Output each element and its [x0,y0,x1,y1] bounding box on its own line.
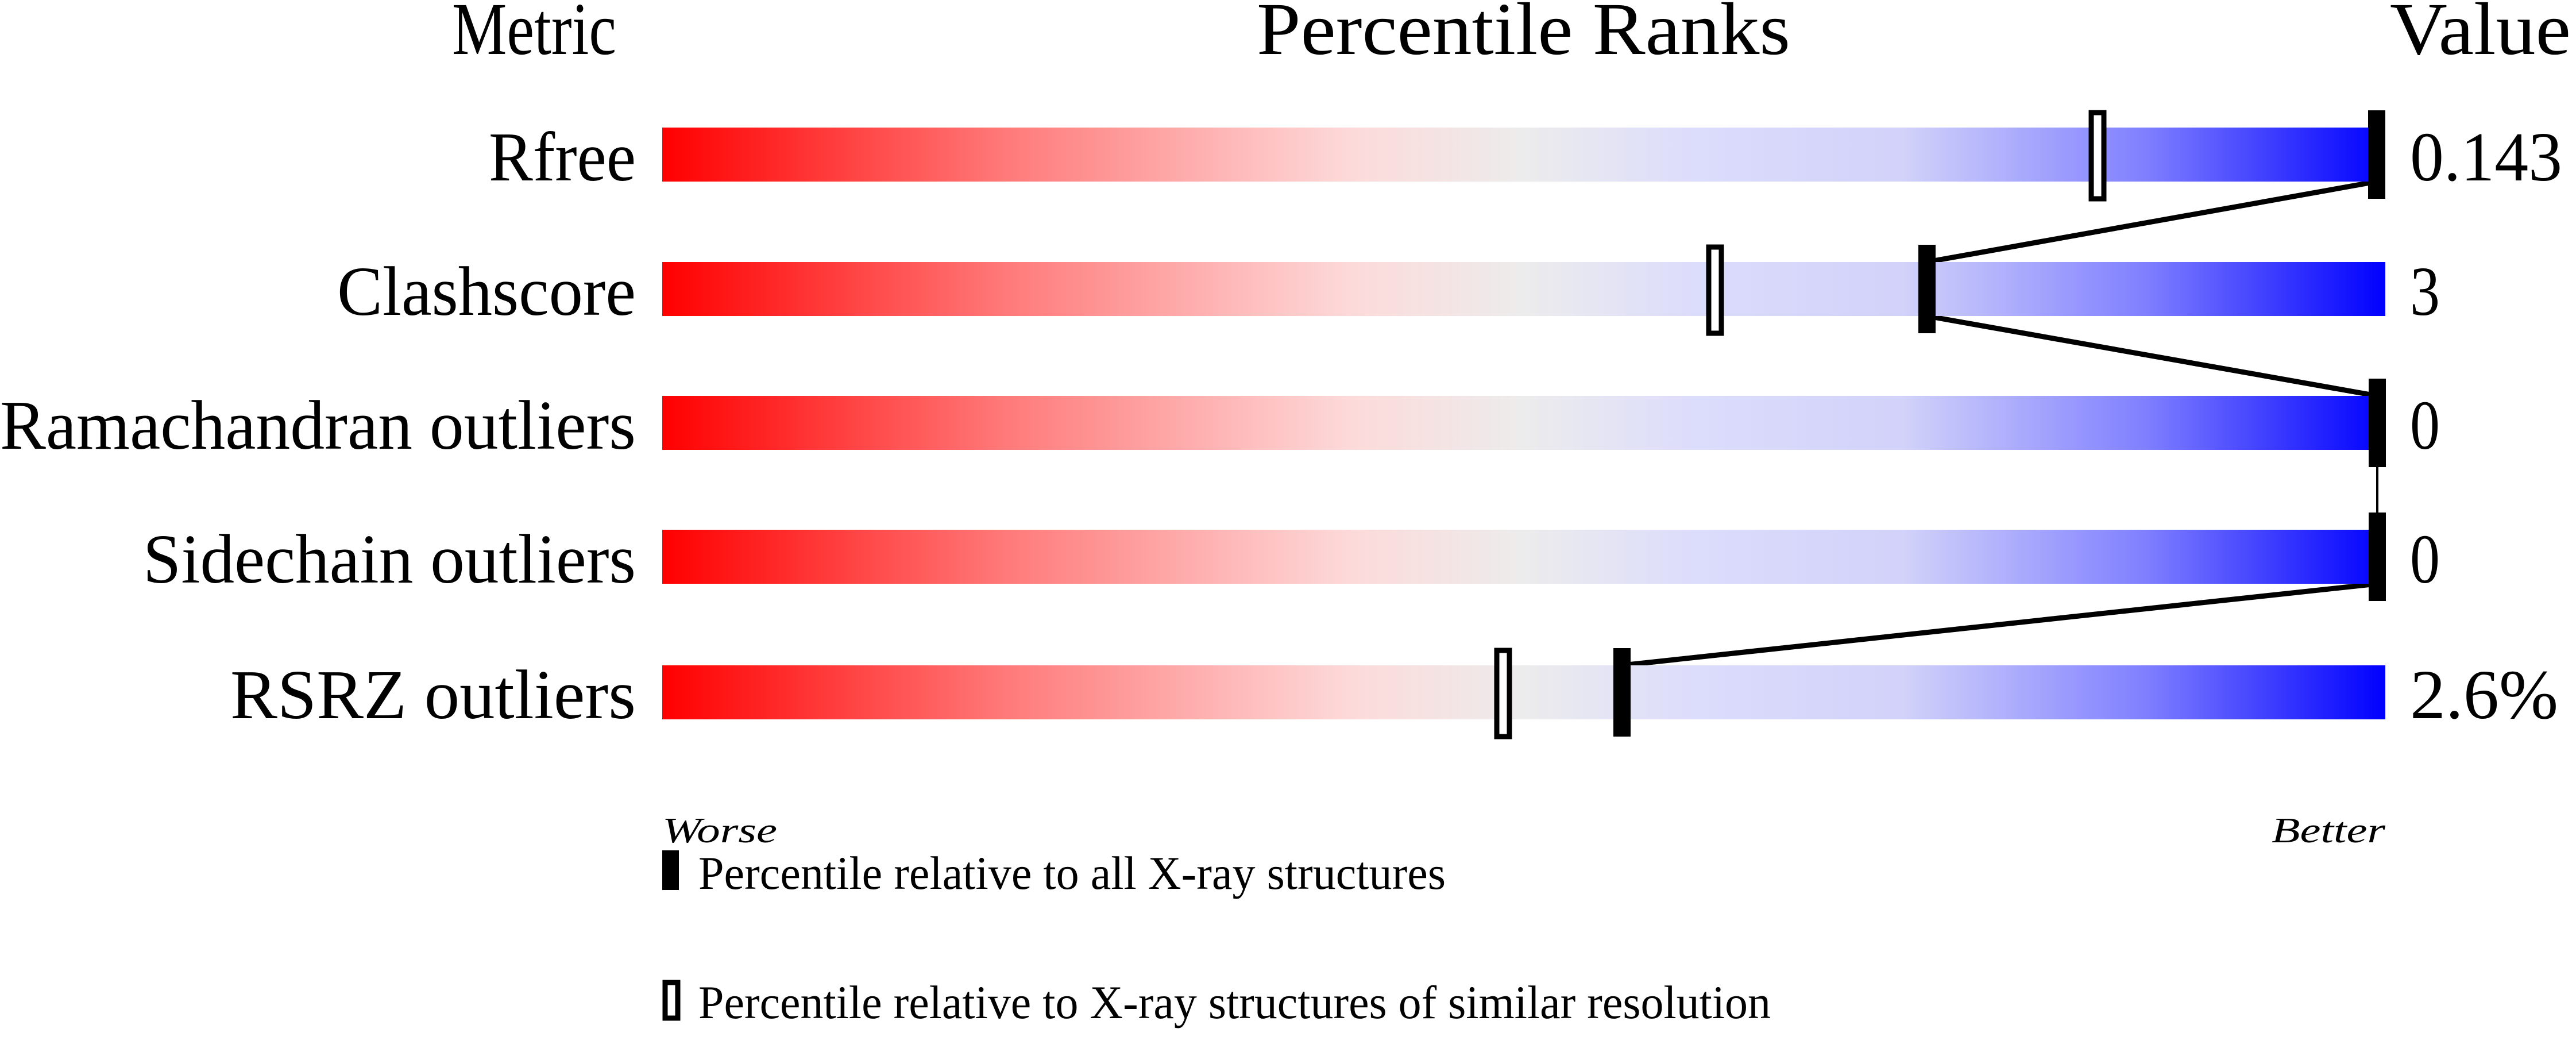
legend-filled-marker-icon [662,850,679,890]
legend-label-all: Percentile relative to all X-ray structu… [698,847,1446,899]
percentile-bar [662,396,2385,450]
axis-end-worse: Worse [662,811,777,850]
metric-value: 0 [2410,521,2440,598]
metric-value: 3 [2410,253,2440,330]
connector-line [1926,313,2378,399]
marker-similar-resolution [2088,110,2107,202]
marker-similar-resolution [1494,648,1512,739]
metric-label: Ramachandran outliers [0,387,636,464]
metric-value: 2.6% [2410,656,2558,734]
metric-label: Rfree [489,118,636,196]
percentile-bar [662,665,2385,719]
metric-label: Sidechain outliers [143,521,636,598]
header-value: Value [2390,0,2571,71]
header-percentile-ranks: Percentile Ranks [1257,0,1790,71]
header-metric: Metric [452,0,616,71]
percentile-bar [662,128,2385,182]
metric-value: 0 [2410,387,2440,464]
marker-all-structures [2369,379,2386,467]
metric-label: Clashscore [337,253,636,330]
metric-value: 0.143 [2410,118,2562,196]
legend-label-similar: Percentile relative to X-ray structures … [698,976,1771,1028]
marker-all-structures [1918,245,1936,333]
metric-label: RSRZ outliers [230,656,636,734]
marker-all-structures [2368,110,2385,199]
connector-line [1621,581,2378,668]
axis-end-better: Better [2272,811,2386,850]
connector-line [1926,179,2377,265]
legend-hollow-marker-icon [662,980,681,1021]
marker-all-structures [1613,648,1631,737]
percentile-bar [662,530,2385,584]
marker-similar-resolution [1706,244,1724,336]
percentile-bar [662,262,2385,316]
marker-all-structures [2369,513,2386,601]
